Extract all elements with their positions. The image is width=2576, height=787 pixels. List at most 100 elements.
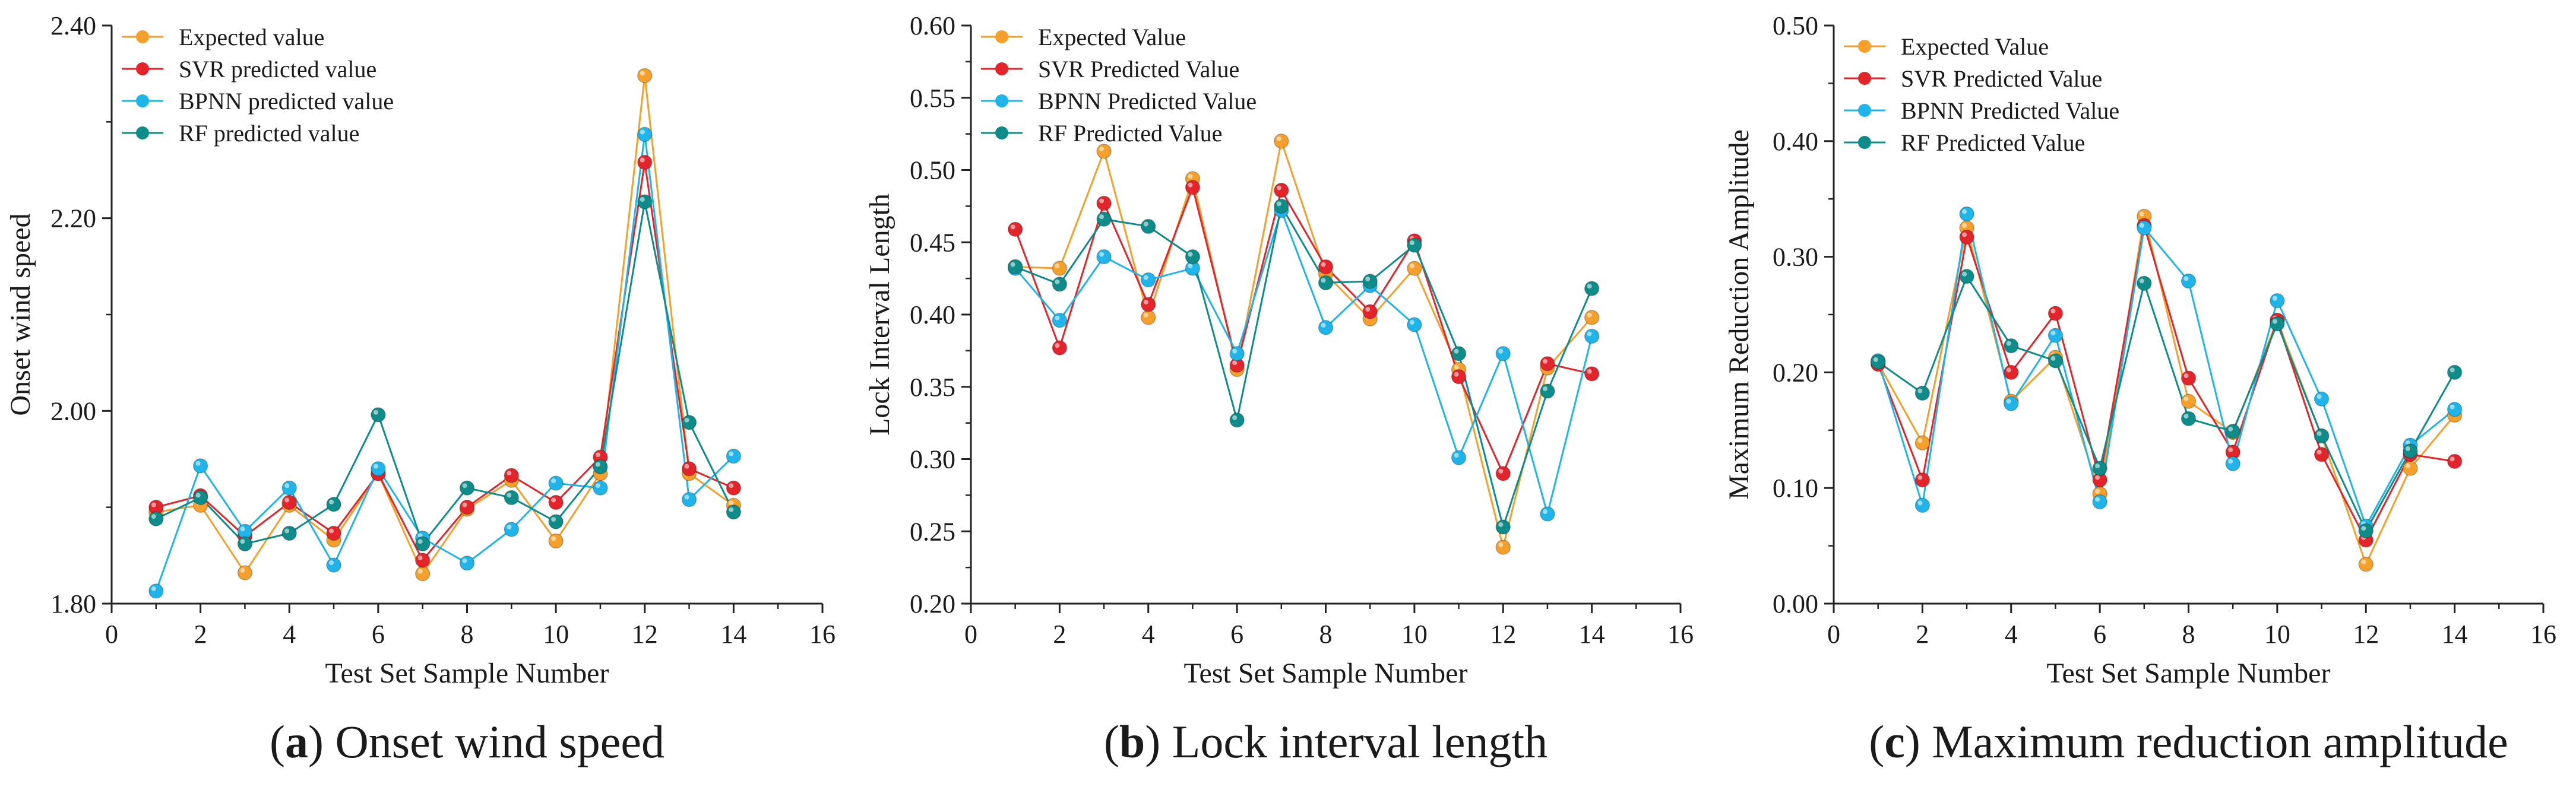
- x-axis-title: Test Set Sample Number: [1184, 658, 1468, 689]
- x-tick-label: 12: [632, 620, 658, 649]
- data-point: [2225, 456, 2240, 472]
- data-point-highlight: [1099, 198, 1105, 204]
- data-point-highlight: [507, 471, 512, 476]
- data-point-highlight: [1143, 221, 1148, 227]
- data-point-highlight: [284, 483, 290, 488]
- data-point: [192, 458, 208, 474]
- data-point-highlight: [1321, 278, 1326, 283]
- y-tick-label: 0.40: [1773, 127, 1818, 156]
- data-point: [2447, 364, 2463, 380]
- y-tick-label: 0.35: [910, 373, 955, 402]
- data-point: [459, 556, 475, 571]
- data-point-highlight: [640, 71, 645, 76]
- data-point: [504, 490, 520, 506]
- data-point-highlight: [1055, 279, 1060, 284]
- series-line-1: [156, 74, 735, 575]
- data-point-highlight: [507, 525, 512, 530]
- data-point: [1914, 385, 1931, 401]
- x-tick-label: 14: [720, 620, 746, 649]
- data-point-highlight: [329, 528, 334, 534]
- y-axis-title: Maximum Reduction Amplitude: [1723, 129, 1755, 500]
- data-point-highlight: [2006, 367, 2011, 373]
- data-point: [726, 480, 742, 496]
- legend-label: Expected Value: [1038, 24, 1186, 50]
- x-tick-label: 4: [1142, 620, 1155, 649]
- data-point-highlight: [2405, 464, 2410, 469]
- data-point-highlight: [595, 462, 600, 467]
- data-point-highlight: [284, 528, 290, 534]
- data-point-highlight: [1276, 201, 1281, 207]
- data-point-highlight: [2316, 394, 2322, 399]
- data-point: [2092, 461, 2107, 476]
- x-tick-label: 14: [1579, 620, 1605, 649]
- data-point-highlight: [1542, 358, 1548, 364]
- data-point-highlight: [462, 558, 467, 563]
- y-tick-label: 1.80: [50, 589, 96, 618]
- data-point-highlight: [1188, 264, 1193, 269]
- data-point-highlight: [684, 464, 689, 469]
- data-point-highlight: [1962, 209, 1967, 214]
- data-point: [1959, 206, 1974, 222]
- data-point-highlight: [1587, 284, 1592, 289]
- x-tick-label: 12: [1490, 620, 1516, 649]
- legend-marker: [995, 62, 1008, 75]
- data-point-highlight: [1365, 307, 1371, 312]
- data-point: [1052, 261, 1068, 276]
- data-point-highlight: [2361, 559, 2366, 564]
- data-point: [2181, 394, 2197, 409]
- panel-caption: (c) Maximum reduction amplitude: [1869, 716, 2508, 767]
- data-point: [1584, 366, 1600, 382]
- data-point-highlight: [1055, 264, 1060, 269]
- data-point-highlight: [1143, 312, 1148, 318]
- data-point: [326, 525, 341, 541]
- legend-marker: [136, 126, 149, 139]
- legend-marker: [1858, 72, 1871, 85]
- panel-caption: (b) Lock interval length: [1104, 716, 1548, 767]
- caption-paren: (: [1869, 716, 1884, 767]
- data-point: [237, 565, 253, 580]
- caption-paren: (: [1104, 716, 1119, 767]
- data-point: [1495, 519, 1511, 535]
- legend-marker: [136, 30, 149, 43]
- data-point: [1584, 310, 1600, 325]
- data-point: [2004, 364, 2019, 380]
- legend-label: SVR predicted value: [179, 56, 376, 82]
- data-point: [1584, 328, 1600, 344]
- data-point: [1914, 435, 1931, 450]
- y-tick-label: 2.20: [50, 204, 96, 233]
- caption-letter: a: [285, 716, 308, 767]
- data-point: [548, 494, 564, 510]
- data-point-highlight: [1188, 182, 1193, 188]
- data-point: [326, 557, 341, 573]
- series-line-3: [155, 133, 735, 592]
- data-point-highlight: [640, 157, 645, 163]
- legend-label: RF Predicted Value: [1038, 120, 1222, 147]
- data-point: [1274, 198, 1289, 214]
- data-point-highlight: [1454, 372, 1459, 377]
- data-point-highlight: [640, 129, 645, 135]
- data-point-highlight: [1454, 453, 1459, 458]
- data-point-highlight: [240, 526, 245, 532]
- data-point: [1274, 182, 1289, 198]
- data-point: [1451, 450, 1467, 465]
- data-point-highlight: [151, 514, 156, 519]
- data-point-highlight: [1099, 214, 1105, 220]
- data-point: [326, 497, 341, 512]
- series-line-4: [156, 201, 735, 545]
- data-point: [281, 480, 297, 496]
- data-point-highlight: [1587, 369, 1592, 374]
- data-point-highlight: [2183, 414, 2189, 419]
- data-point-highlight: [2095, 497, 2100, 502]
- caption-label: Onset wind speed: [324, 716, 664, 767]
- legend: Expected Value SVR Predicted Value BPNN Pr…: [981, 24, 1257, 147]
- data-point: [281, 494, 297, 510]
- x-tick-label: 0: [105, 620, 118, 649]
- data-point: [2447, 453, 2463, 469]
- data-point: [1274, 134, 1289, 149]
- data-point-highlight: [373, 464, 378, 469]
- series-line-4: [1877, 275, 2455, 532]
- data-point: [1141, 297, 1156, 312]
- data-point: [1318, 320, 1334, 335]
- legend-marker: [136, 94, 149, 107]
- data-point-highlight: [2361, 526, 2366, 531]
